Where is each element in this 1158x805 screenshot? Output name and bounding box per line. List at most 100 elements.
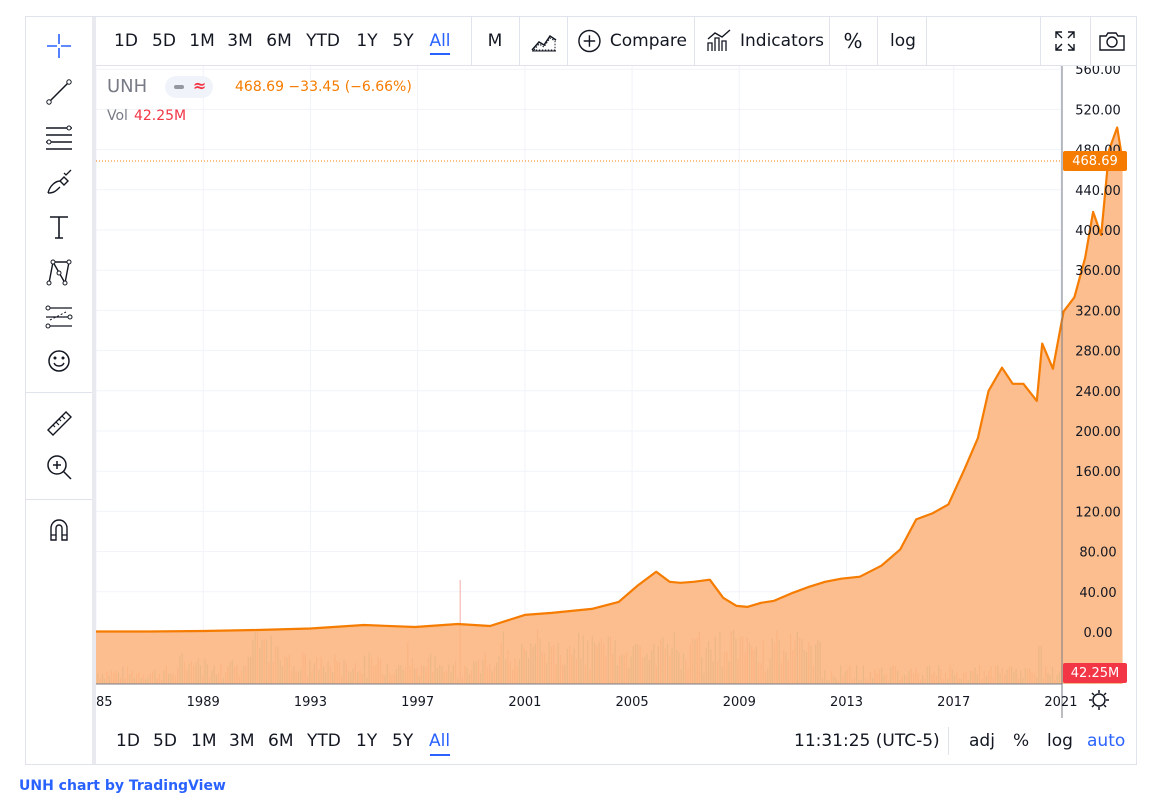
log-button[interactable]: log <box>890 31 916 51</box>
prediction-icon[interactable] <box>40 298 78 336</box>
toolbar-separator <box>1090 17 1091 65</box>
time-tick-label: 2009 <box>723 695 756 710</box>
time-tick-label: 1997 <box>401 695 434 710</box>
price-tick-label: 120.00 <box>1075 505 1121 520</box>
toolbar-edge <box>92 17 96 764</box>
fullscreen-icon[interactable] <box>1048 17 1082 65</box>
price-tick-label: 320.00 <box>1075 304 1121 319</box>
price-tick-label: 520.00 <box>1075 103 1121 118</box>
indicators-button[interactable]: Indicators <box>706 17 826 65</box>
bottom-range-3m-button[interactable]: 3M <box>229 731 255 751</box>
percent-button[interactable]: % <box>843 29 863 53</box>
toolbar-separator <box>1040 17 1041 65</box>
range-1d-button[interactable]: 1D <box>114 31 138 51</box>
bottom-range-5y-button[interactable]: 5Y <box>392 731 414 751</box>
time-tick-label: 1989 <box>187 695 220 710</box>
toolbar-separator <box>519 17 520 65</box>
price-tick-label: 40.00 <box>1079 586 1116 601</box>
approx-icon: ≈ <box>193 76 207 95</box>
add-circle-icon <box>578 29 601 53</box>
auto-scale-button[interactable]: auto <box>1087 731 1126 751</box>
price-tick-label: 200.00 <box>1075 425 1121 440</box>
price-tick-label: 440.00 <box>1075 184 1121 199</box>
settings-gear-icon[interactable] <box>1089 690 1109 710</box>
range-5d-button[interactable]: 5D <box>152 31 176 51</box>
range-all-button[interactable]: All <box>424 17 456 65</box>
price-tick-label: 160.00 <box>1075 465 1121 480</box>
emoji-icon[interactable] <box>40 342 78 380</box>
bottom-toolbar: 1D 5D 1M 3M 6M YTD 1Y 5Y All 11:31:25 (U… <box>96 718 1136 764</box>
bottom-range-5d-button[interactable]: 5D <box>153 731 177 751</box>
log-scale-button[interactable]: log <box>1047 731 1073 751</box>
clock-readout[interactable]: 11:31:25 (UTC-5) <box>794 731 940 751</box>
price-line <box>96 126 1124 633</box>
toolbar-separator <box>877 17 878 65</box>
compare-label: Compare <box>609 31 687 51</box>
percent-scale-button[interactable]: % <box>1013 731 1030 751</box>
toolbar-separator <box>471 17 472 65</box>
legend-values: 468.69 −33.45 (−6.66%) <box>235 79 412 95</box>
time-tick-label: 1993 <box>294 695 327 710</box>
fib-retracement-icon[interactable] <box>40 118 78 156</box>
adjust-button[interactable]: adj <box>969 731 995 751</box>
time-tick-label: 2013 <box>830 695 863 710</box>
footer-attribution-link[interactable]: UNH chart by TradingView <box>19 778 226 794</box>
toolbar-divider <box>26 499 92 500</box>
range-1y-button[interactable]: 1Y <box>356 31 378 51</box>
top-toolbar: 1D 5D 1M 3M 6M YTD 1Y 5Y All M Compare I… <box>96 17 1136 66</box>
price-tick-label: 0.00 <box>1084 626 1113 641</box>
range-5y-button[interactable]: 5Y <box>392 31 414 51</box>
toolbar-separator <box>829 17 830 65</box>
interval-button[interactable]: M <box>487 31 503 51</box>
bottom-range-1y-button[interactable]: 1Y <box>356 731 378 751</box>
price-tick-label: 280.00 <box>1075 345 1121 360</box>
range-1m-button[interactable]: 1M <box>189 31 215 51</box>
pattern-icon[interactable] <box>40 253 78 291</box>
price-tick-label: 400.00 <box>1075 224 1121 239</box>
magnet-icon[interactable] <box>40 511 78 549</box>
trend-line-icon[interactable] <box>40 73 78 111</box>
last-volume-tag: 42.25M <box>1063 663 1127 683</box>
camera-icon[interactable] <box>1094 17 1130 65</box>
time-tick-label: 2017 <box>937 695 970 710</box>
price-tick-label: 240.00 <box>1075 385 1121 400</box>
text-icon[interactable] <box>40 208 78 246</box>
price-area-series <box>96 126 1124 684</box>
time-tick-label: 2005 <box>616 695 649 710</box>
indicators-label: Indicators <box>740 31 824 51</box>
indicators-icon <box>707 29 731 51</box>
brush-icon[interactable] <box>40 163 78 201</box>
bottom-range-1m-button[interactable]: 1M <box>191 731 217 751</box>
bottom-range-1d-button[interactable]: 1D <box>116 731 140 751</box>
crosshair-icon[interactable] <box>40 27 78 65</box>
toolbar-separator <box>948 727 949 755</box>
toolbar-separator <box>926 17 927 65</box>
bottom-range-6m-button[interactable]: 6M <box>268 731 294 751</box>
price-tick-label: 80.00 <box>1079 546 1116 561</box>
range-3m-button[interactable]: 3M <box>227 31 253 51</box>
legend-visibility-toggle[interactable]: ≈ <box>165 76 213 98</box>
time-tick-label: 1985 <box>96 695 113 710</box>
price-tick-label: 560.00 <box>1075 66 1121 78</box>
legend-symbol[interactable]: UNH <box>107 76 148 97</box>
volume-value: 42.25M <box>133 108 187 124</box>
volume-label: Vol <box>107 108 128 124</box>
price-chart[interactable]: 560.00520.00480.00440.00400.00360.00320.… <box>96 66 1136 718</box>
chart-type-icon[interactable] <box>526 17 562 65</box>
time-axis[interactable]: 1985 1989 1993 1997 2001 2005 2009 2013 2017 2021 <box>96 695 1077 710</box>
price-tick-label: 360.00 <box>1075 264 1121 279</box>
range-ytd-button[interactable]: YTD <box>306 31 340 51</box>
time-tick-label: 2001 <box>508 695 541 710</box>
volume-legend: Vol 42.25M <box>107 108 186 124</box>
drawing-toolbar <box>26 17 96 764</box>
compare-button[interactable]: Compare <box>577 17 687 65</box>
zoom-in-icon[interactable] <box>40 448 78 486</box>
range-6m-button[interactable]: 6M <box>266 31 292 51</box>
toolbar-separator <box>694 17 695 65</box>
bottom-range-ytd-button[interactable]: YTD <box>307 731 341 751</box>
toolbar-divider <box>26 392 92 393</box>
time-tick-label: 2021 <box>1044 695 1077 710</box>
bottom-range-all-button[interactable]: All <box>429 718 450 764</box>
ruler-icon[interactable] <box>40 404 78 442</box>
price-area-fill <box>96 127 1123 684</box>
